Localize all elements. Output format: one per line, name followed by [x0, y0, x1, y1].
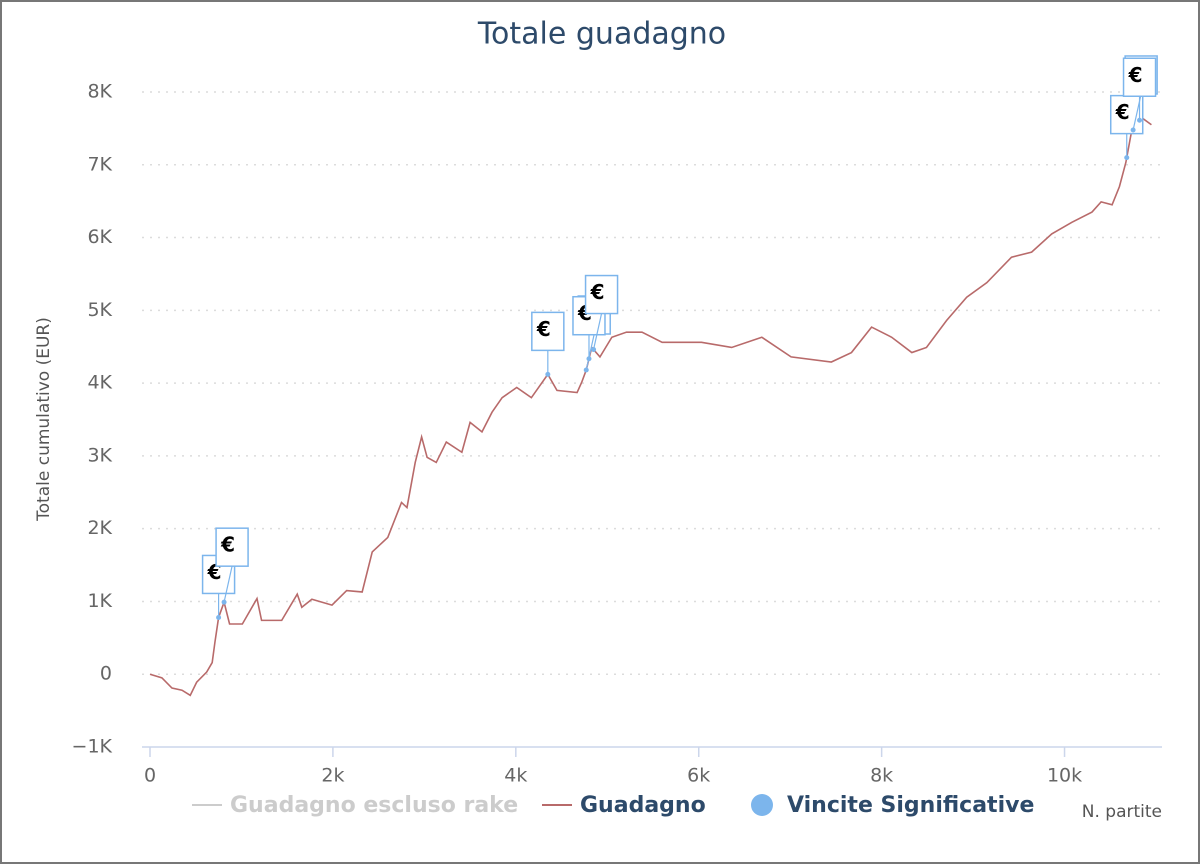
- flag-label: €: [536, 317, 551, 341]
- flag-box: [1122, 57, 1157, 98]
- x-tick-label: 10k: [1047, 765, 1082, 787]
- y-tick-label: 5K: [87, 299, 112, 321]
- legend-label: Guadagno: [580, 793, 706, 818]
- y-tick-label: 0: [100, 663, 112, 685]
- flag-point: [1124, 155, 1130, 161]
- y-tick-label: −1K: [72, 736, 113, 758]
- x-axis-title: N. partite: [1082, 802, 1162, 822]
- flag-stem: [585, 333, 595, 371]
- line-series: [149, 116, 1152, 697]
- x-tick-label: 0: [144, 765, 156, 787]
- flag: €: [201, 554, 236, 620]
- y-tick-label: 3K: [87, 444, 112, 466]
- flag-label: €: [1128, 63, 1143, 87]
- flag: €: [1109, 94, 1144, 161]
- flag: €: [215, 527, 249, 605]
- flag: €: [584, 274, 619, 353]
- x-tick-label: 4k: [504, 765, 527, 787]
- flag-label: €: [1115, 100, 1130, 124]
- y-tick-label: 4K: [87, 372, 112, 394]
- flag: €: [531, 311, 565, 377]
- x-tick-label: 2k: [321, 765, 344, 787]
- flag-point: [586, 356, 592, 362]
- flag-label: €: [590, 280, 605, 304]
- x-tick-label: 8k: [870, 765, 893, 787]
- flag-point: [591, 347, 597, 353]
- y-tick-label: 1K: [87, 590, 112, 612]
- y-tick-label: 6K: [87, 226, 112, 248]
- x-tick-label: 6k: [687, 765, 710, 787]
- y-tick-label: 8K: [87, 81, 112, 103]
- flag-point: [1130, 127, 1136, 133]
- flag-box: [215, 527, 249, 567]
- flag-point: [545, 371, 551, 377]
- flag-point: [583, 367, 589, 373]
- flag-point: [221, 599, 227, 605]
- flag-label: €: [220, 533, 235, 557]
- flag-stem: [592, 313, 603, 350]
- flag-box: [531, 311, 565, 352]
- legend-label: Guadagno escluso rake: [230, 793, 518, 818]
- legend-symbol: [751, 794, 773, 816]
- flag: €: [1122, 57, 1157, 123]
- legend-label: Vincite Significative: [787, 793, 1034, 818]
- y-tick-label: 2K: [87, 517, 112, 539]
- chart-title: Totale guadagno: [477, 17, 726, 52]
- flag-box: [584, 274, 619, 315]
- y-tick-label: 7K: [87, 153, 112, 175]
- flag-point: [1137, 117, 1143, 123]
- flag-point: [216, 614, 222, 620]
- y-axis-title: Totale cumulativo (EUR): [34, 317, 54, 522]
- flag-stem: [223, 566, 233, 603]
